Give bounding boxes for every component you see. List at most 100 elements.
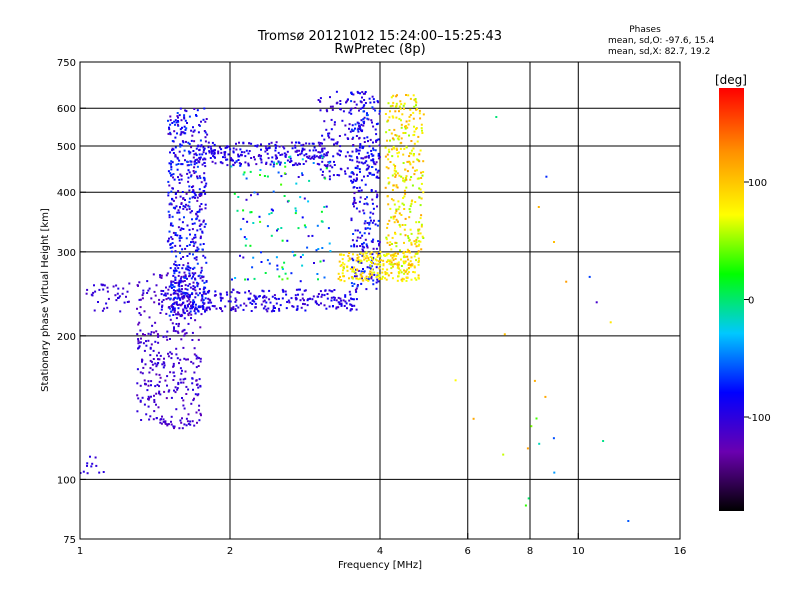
data-point bbox=[168, 285, 171, 288]
data-point bbox=[588, 275, 591, 278]
x-tick-label: 16 bbox=[674, 546, 687, 557]
data-point bbox=[313, 154, 316, 157]
data-point bbox=[186, 420, 189, 423]
data-point bbox=[275, 162, 278, 165]
data-point bbox=[203, 147, 206, 150]
data-point bbox=[174, 250, 177, 253]
data-point bbox=[375, 139, 377, 142]
data-point bbox=[350, 171, 353, 174]
data-point bbox=[179, 229, 182, 232]
data-point bbox=[331, 105, 334, 108]
data-point bbox=[398, 110, 400, 113]
data-point bbox=[223, 152, 226, 155]
data-point bbox=[414, 169, 417, 172]
y-axis-label: Stationary phase Virtual Height [km] bbox=[40, 208, 51, 392]
data-point bbox=[158, 298, 161, 301]
data-point bbox=[212, 155, 215, 157]
data-point bbox=[363, 141, 366, 143]
data-point bbox=[191, 420, 194, 423]
data-point bbox=[171, 215, 174, 218]
data-point bbox=[357, 256, 360, 259]
data-point bbox=[200, 208, 203, 211]
data-point bbox=[294, 294, 297, 297]
data-point bbox=[272, 209, 274, 212]
data-point bbox=[392, 215, 395, 218]
data-point bbox=[349, 175, 352, 178]
data-point bbox=[194, 241, 197, 244]
data-point bbox=[260, 161, 263, 164]
data-point bbox=[350, 179, 353, 182]
data-point bbox=[265, 301, 268, 304]
data-point bbox=[193, 222, 196, 225]
data-point bbox=[139, 298, 142, 301]
data-point bbox=[373, 101, 376, 104]
data-point bbox=[284, 290, 287, 293]
data-point bbox=[234, 310, 237, 312]
data-point bbox=[366, 245, 369, 248]
data-point bbox=[348, 154, 351, 157]
data-point bbox=[139, 399, 142, 402]
data-point bbox=[369, 264, 372, 267]
data-point bbox=[262, 296, 264, 299]
data-point bbox=[234, 300, 237, 303]
data-point bbox=[180, 421, 183, 424]
data-point bbox=[353, 270, 356, 273]
data-point bbox=[359, 259, 362, 262]
data-point bbox=[177, 325, 180, 328]
data-point bbox=[184, 370, 187, 373]
data-point bbox=[152, 418, 155, 421]
data-point bbox=[371, 166, 373, 168]
x-tick-label: 2 bbox=[227, 546, 233, 557]
data-point bbox=[377, 219, 380, 222]
data-point bbox=[343, 267, 345, 270]
data-point bbox=[186, 245, 189, 247]
data-point bbox=[247, 162, 250, 165]
data-point bbox=[288, 156, 291, 159]
data-point bbox=[388, 262, 391, 265]
data-point bbox=[191, 339, 194, 341]
data-point bbox=[192, 281, 195, 284]
data-point bbox=[391, 174, 394, 177]
data-point bbox=[356, 178, 358, 181]
data-point bbox=[350, 219, 353, 222]
data-point bbox=[301, 216, 304, 219]
data-point bbox=[360, 161, 363, 164]
data-point bbox=[538, 442, 541, 445]
data-point bbox=[247, 164, 250, 167]
data-point bbox=[355, 275, 358, 278]
data-point bbox=[175, 196, 178, 199]
data-point bbox=[365, 278, 368, 281]
data-point bbox=[190, 317, 192, 320]
data-point bbox=[145, 383, 147, 386]
data-point bbox=[166, 292, 169, 295]
data-point bbox=[186, 122, 188, 124]
data-point bbox=[418, 187, 421, 190]
data-point bbox=[372, 283, 375, 286]
data-point bbox=[189, 307, 192, 310]
data-point bbox=[333, 123, 336, 126]
data-point bbox=[266, 259, 269, 262]
data-point bbox=[422, 191, 425, 194]
data-point bbox=[279, 154, 282, 156]
data-point bbox=[370, 275, 373, 278]
data-point bbox=[308, 179, 311, 182]
data-point bbox=[181, 314, 184, 317]
data-point bbox=[344, 170, 346, 173]
data-point bbox=[301, 297, 304, 300]
data-point bbox=[395, 104, 398, 107]
data-point bbox=[342, 110, 345, 113]
data-point bbox=[419, 149, 422, 152]
data-point bbox=[255, 163, 258, 166]
data-point bbox=[147, 289, 150, 292]
data-point bbox=[372, 141, 374, 144]
data-point bbox=[357, 278, 360, 281]
data-point bbox=[85, 292, 88, 295]
data-point bbox=[184, 206, 187, 209]
data-point bbox=[147, 398, 150, 401]
data-point bbox=[384, 255, 387, 257]
data-point bbox=[386, 226, 389, 229]
data-point bbox=[349, 109, 352, 112]
data-point bbox=[385, 236, 388, 239]
data-point bbox=[360, 261, 363, 264]
data-point bbox=[170, 166, 173, 168]
